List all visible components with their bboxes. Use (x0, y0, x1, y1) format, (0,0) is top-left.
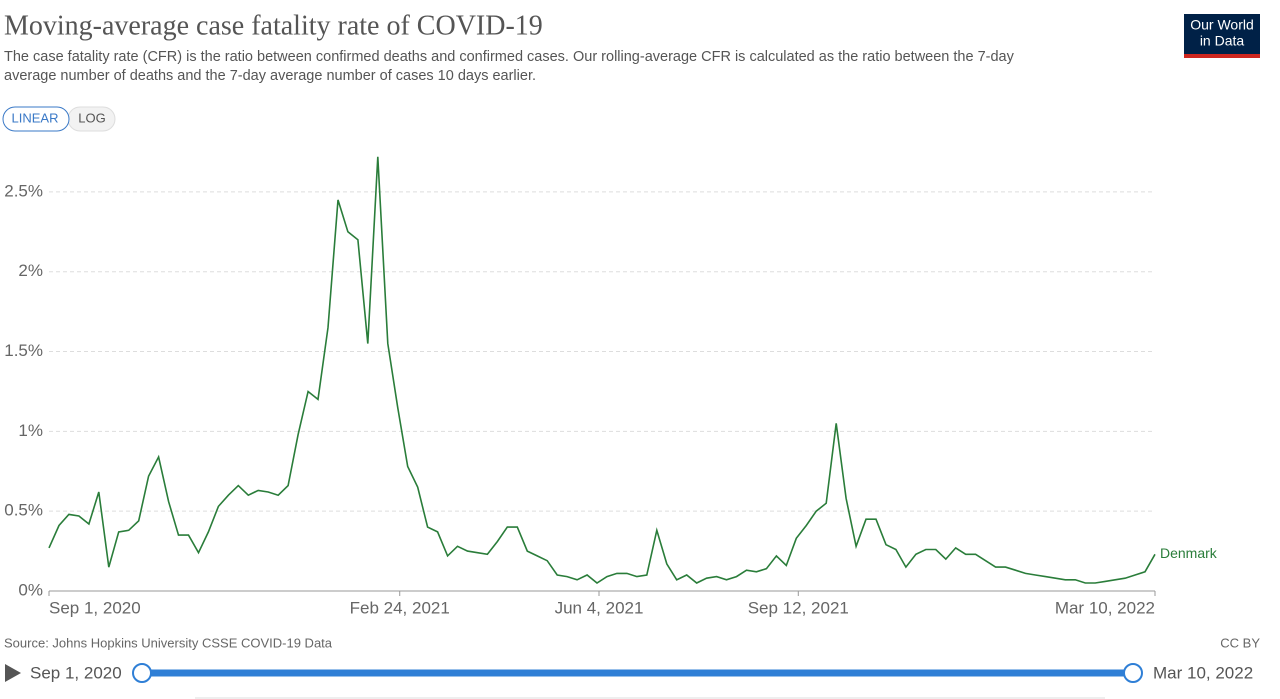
logo-text: Our World (1190, 17, 1254, 33)
timeline: Sep 1, 2020 Mar 10, 2022 (5, 663, 1253, 699)
source: Source: Johns Hopkins University CSSE CO… (4, 635, 333, 650)
y-tick-label: 1% (18, 421, 43, 440)
timeline-end: Mar 10, 2022 (1153, 663, 1253, 682)
x-tick-label: Feb 24, 2021 (350, 598, 450, 617)
logo-bar (1184, 54, 1260, 58)
x-tick-label: Sep 1, 2020 (49, 598, 141, 617)
linear-button[interactable] (2, 106, 70, 132)
timeline-handle[interactable] (132, 663, 152, 683)
y-tick-label: 2.5% (4, 181, 43, 200)
play-button[interactable] (5, 664, 21, 682)
y-tick-label: 0% (18, 580, 43, 599)
logo-box (1184, 14, 1260, 58)
x-tick-label: Jun 4, 2021 (555, 598, 644, 617)
linear-label[interactable]: LINEAR (12, 110, 59, 125)
subtitle: The case fatality rate (CFR) is the rati… (4, 49, 1015, 65)
timeline-start: Sep 1, 2020 (30, 663, 122, 682)
license: CC BY (1220, 635, 1260, 650)
scale-toggle: LINEAR LOG (2, 106, 116, 132)
y-tick-label: 2% (18, 261, 43, 280)
timeline-handle[interactable] (1123, 663, 1143, 683)
chart-title: Moving-average case fatality rate of COV… (4, 10, 543, 41)
subtitle: average number of deaths and the 7-day a… (4, 68, 536, 84)
series-label: Denmark (1160, 545, 1218, 561)
x-tick-label: Mar 10, 2022 (1055, 598, 1155, 617)
y-tick-label: 1.5% (4, 341, 43, 360)
x-tick-label: Sep 12, 2021 (748, 598, 849, 617)
logo-text: in Data (1200, 33, 1245, 49)
series-line (48, 156, 1156, 584)
logo[interactable]: Our World in Data (1184, 14, 1260, 58)
plot: 0% 0.5% 1% 1.5% 2% 2.5% Sep 1, 2020 Feb 24, 202… (4, 156, 1218, 617)
y-tick-label: 0.5% (4, 501, 43, 520)
log-label[interactable]: LOG (78, 110, 105, 125)
